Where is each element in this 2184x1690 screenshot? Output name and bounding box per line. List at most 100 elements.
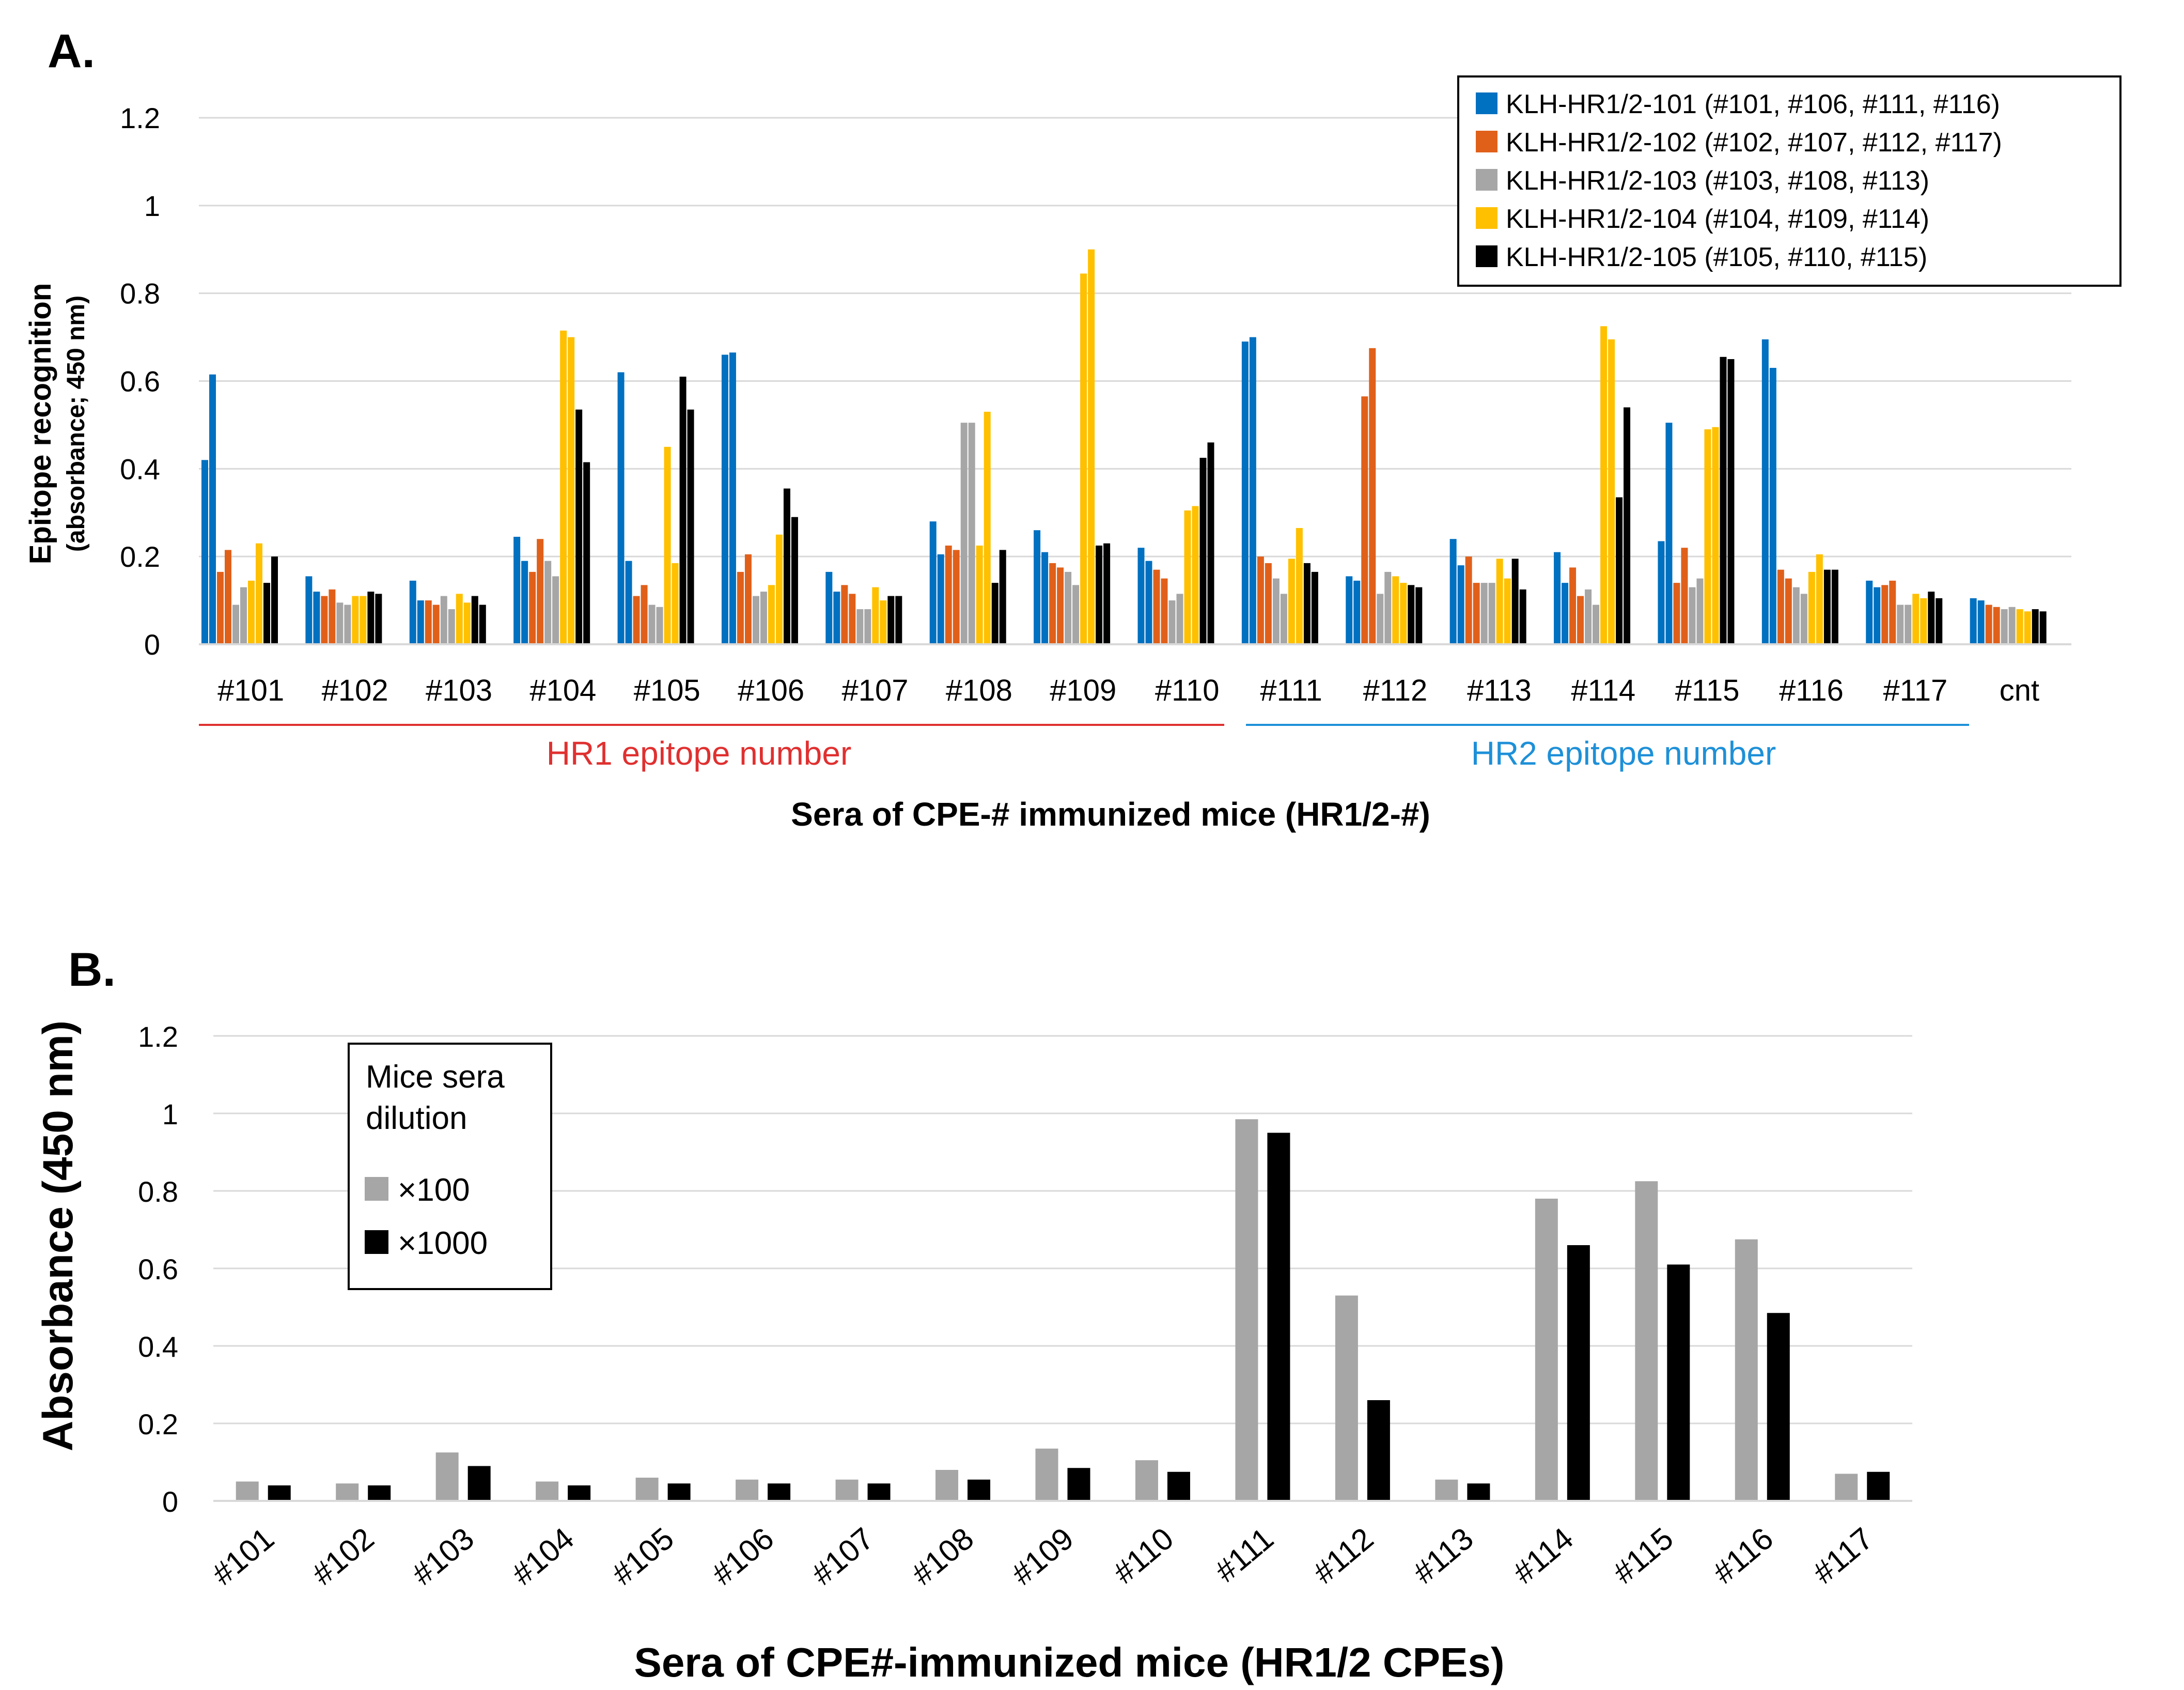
panel-a-bar [960,423,968,644]
panel-b-bar [835,1479,859,1501]
panel-a-category-label: cnt [2000,674,2039,707]
panel-b-bar [1635,1181,1658,1501]
panel-a-bar [1457,565,1464,644]
panel-a-bar [1272,578,1280,644]
panel-a-bar [984,411,991,644]
panel-a-legend-label: KLH-HR1/2-101 (#101, #106, #111, #116) [1506,89,2000,119]
panel-b-bar [268,1485,291,1501]
panel-a-bar [1519,589,1526,644]
panel-b-bar [467,1466,491,1501]
panel-a-bar [1241,342,1249,644]
panel-a-category-label: #116 [1779,674,1844,707]
panel-a-bar [1296,528,1303,644]
panel-a-bar [929,521,937,644]
panel-a-bar [1176,594,1183,644]
panel-a-bar [1977,600,1985,644]
panel-a-bar [1727,359,1735,644]
panel-a-bar [248,580,255,644]
panel-b-bar [568,1485,591,1501]
panel-a-bar [1280,594,1287,644]
panel-b-x-label: Sera of CPE#-immunized mice (HR1/2 CPEs) [634,1639,1505,1685]
panel-a-bar [1488,583,1495,644]
panel-a-bar [1041,552,1049,644]
panel-a-bar [1192,506,1199,644]
panel-b-bar [1235,1119,1258,1501]
panel-a-bar [352,596,359,644]
panel-a-bar [1816,554,1823,644]
panel-b-category-label: #111 [1208,1521,1280,1589]
panel-a-y-tick-label: 0.4 [120,453,160,485]
panel-a-bar [2001,609,2008,644]
panel-a-bar [344,604,351,644]
panel-a-bar [1415,587,1423,644]
panel-a-bar [775,534,783,644]
panel-a-bar [625,561,632,644]
panel-b-bar [1267,1133,1290,1501]
panel-b-y-tick-label: 0 [162,1485,178,1518]
panel-a-bar [729,352,736,644]
panel-a-bar [1072,585,1080,644]
panel-a-bar [1449,539,1457,644]
panel-a-bar [953,550,960,644]
panel-a-bar [1800,594,1807,644]
panel-a-category-label: #104 [529,674,596,707]
panel-a-bar [783,488,790,644]
panel-a-bar [1346,576,1353,644]
hr2-group-label: HR2 epitope number [1471,735,1776,772]
panel-a-bar [664,446,671,644]
panel-a-bar [479,604,486,644]
panel-b-bar [935,1470,959,1501]
panel-a-y-tick-label: 0.6 [120,365,160,398]
panel-a-bar [841,585,848,644]
panel-a-bar [305,576,313,644]
panel-b-bar [667,1483,691,1501]
panel-a-bar [1369,348,1376,644]
panel-a-bar [617,372,625,644]
panel-b-bar [736,1479,759,1501]
panel-a-bar [1065,571,1072,644]
panel-b-bars [236,1119,1890,1501]
panel-a-bar [1912,594,1920,644]
panel-a-bar [1689,587,1696,644]
panel-a-bar [895,596,902,644]
panel-a-bar [945,545,952,644]
panel-a-bar [849,594,856,644]
panel-a-bar [880,600,887,644]
panel-a-bar [1480,583,1488,644]
panel-a-bar [1600,326,1608,644]
panel-a-bar [537,539,544,644]
panel-a-category-label: #111 [1260,674,1322,707]
panel-b-category-label: #102 [305,1521,380,1592]
panel-a-legend-swatch [1476,169,1497,191]
panel-b-category-labels: #101 #102 #103 #104 #105 #106 #107 #108 #109 #110… [206,1521,1880,1592]
panel-a-bar [1465,556,1472,644]
panel-b-category-label: #108 [905,1521,980,1592]
panel-a-bar [471,596,478,644]
panel-a-bar [1361,396,1368,644]
panel-a-bar [744,554,752,644]
panel-b-bar [1535,1199,1558,1501]
panel-a-y-tick-label: 0.8 [120,277,160,310]
panel-a-bar [456,594,463,644]
panel-a-legend-label: KLH-HR1/2-103 (#103, #108, #113) [1506,166,1929,196]
panel-a-bar [833,592,840,644]
panel-b-legend-swatch [365,1177,388,1201]
panel-a-bar [1103,543,1111,644]
panel-a-bar [1866,580,1873,644]
panel-a-bar [1993,607,2000,644]
panel-b-category-label: #112 [1306,1521,1380,1590]
panel-a-category-label: #115 [1675,674,1740,707]
panel-a-category-label: #103 [426,674,492,707]
panel-a-bar [375,594,382,644]
panel-a-x-label: Sera of CPE-# immunized mice (HR1/2-#) [791,796,1430,833]
panel-a-bar [529,571,536,644]
panel-a-bar [1392,576,1399,644]
panel-a-bar [521,561,528,644]
panel-a-bar [1769,368,1776,644]
panel-a-bar [648,604,656,644]
panel-a-category-label: #113 [1467,674,1532,707]
panel-a-bar [1920,598,1927,644]
panel-b-bar [336,1483,359,1501]
panel-a-bar [1161,578,1168,644]
panel-a-category-label: #108 [946,674,1012,707]
